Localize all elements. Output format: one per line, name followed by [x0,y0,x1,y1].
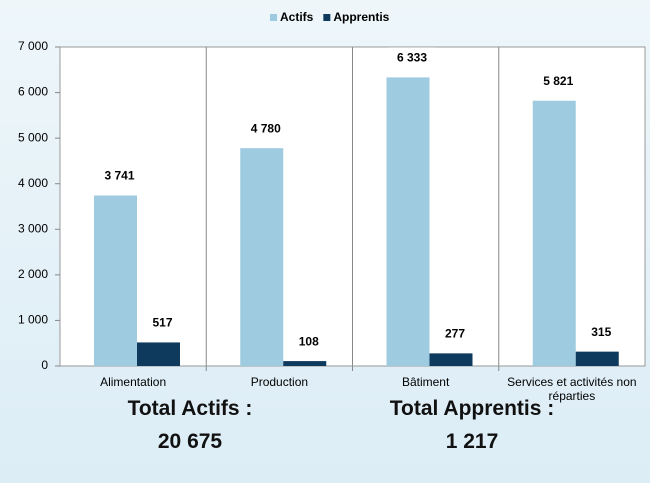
total-label: Total Actifs : [127,397,253,420]
bar [532,100,576,367]
data-label: 277 [445,327,465,341]
total-value: 1 217 [445,430,499,453]
legend-label: Actifs [280,10,314,24]
y-tick-label: 2 000 [18,267,48,281]
label-box [242,118,290,141]
y-tick-label: 4 000 [18,176,48,190]
data-label: 3 741 [104,169,134,183]
label-box [96,165,143,188]
legend-swatch [270,14,277,21]
label-box [431,323,479,346]
y-tick-label: 7 000 [18,39,48,53]
label-box [285,331,333,354]
label-box [534,70,582,93]
y-tick-label: 6 000 [18,85,48,99]
bar [386,77,430,366]
data-label: 108 [299,334,319,348]
data-label: 517 [152,316,172,330]
label-box [388,47,436,70]
total-label: Total Apprentis : [389,397,555,420]
total-value: 20 675 [157,430,223,453]
bar [94,195,137,366]
data-label: 315 [591,325,611,339]
legend-swatch [323,14,331,21]
bar [283,361,327,366]
data-label: 6 333 [397,51,427,65]
y-tick-label: 3 000 [18,221,48,235]
x-tick-label: Production [250,375,309,389]
y-tick-label: 0 [41,358,48,372]
data-label: 5 821 [543,74,573,88]
bar [240,148,284,366]
x-tick-label: Services et activités non réparties [507,375,637,403]
data-label: 4 780 [251,121,281,135]
bar [429,353,473,366]
label-box [139,312,186,335]
y-tick-label: 1 000 [18,313,48,327]
legend-label: Apprentis [333,10,389,24]
label-box [577,321,625,344]
bar [575,351,619,366]
y-tick-label: 5 000 [18,130,48,144]
x-tick-label: Bâtiment [401,375,450,389]
x-tick-label: Alimentation [100,375,167,389]
bar [137,342,180,366]
